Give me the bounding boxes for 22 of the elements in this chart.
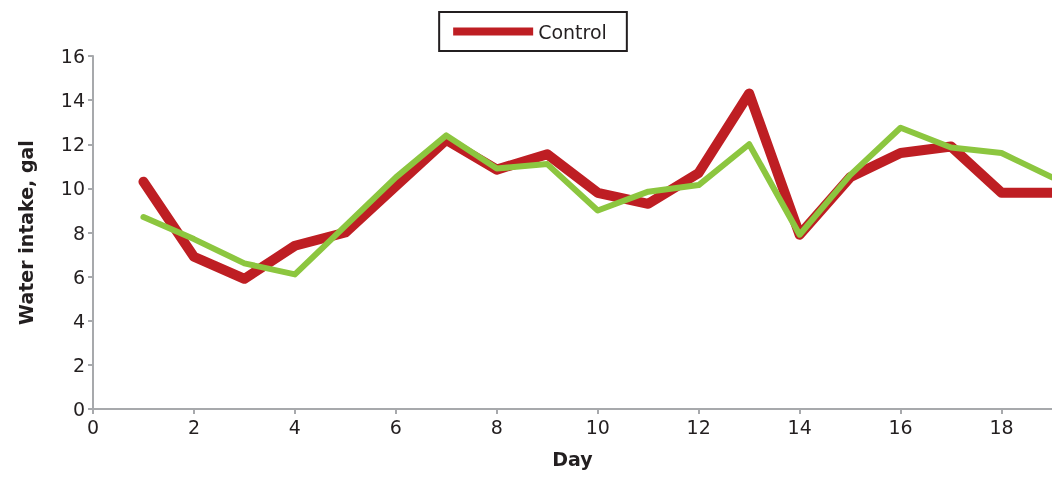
y-tick-label: 2 — [72, 353, 85, 376]
x-tick-label: 0 — [86, 415, 100, 438]
x-tick-label: 8 — [490, 415, 503, 438]
y-tick-label: 6 — [72, 265, 85, 288]
x-axis-title: Day — [552, 447, 594, 470]
x-tick-label: 4 — [288, 415, 301, 438]
x-tick-label: 12 — [686, 415, 711, 438]
x-tick-label: 16 — [888, 415, 913, 438]
y-axis-title: Water intake, gal — [14, 140, 37, 325]
legend-label: Control — [538, 20, 607, 43]
y-tick-label: 4 — [72, 309, 85, 332]
y-tick-label: 10 — [60, 177, 85, 200]
x-tick-label: 18 — [989, 415, 1014, 438]
x-tick-label: 6 — [389, 415, 402, 438]
y-tick-label: 8 — [72, 221, 85, 244]
y-tick-label: 12 — [60, 133, 85, 156]
x-tick-label: 10 — [585, 415, 610, 438]
y-tick-label: 16 — [60, 45, 85, 67]
y-tick-label: 14 — [60, 89, 85, 112]
y-tick-label: 0 — [72, 398, 85, 420]
x-tick-label: 14 — [787, 415, 812, 438]
x-tick-label: 2 — [187, 415, 200, 438]
